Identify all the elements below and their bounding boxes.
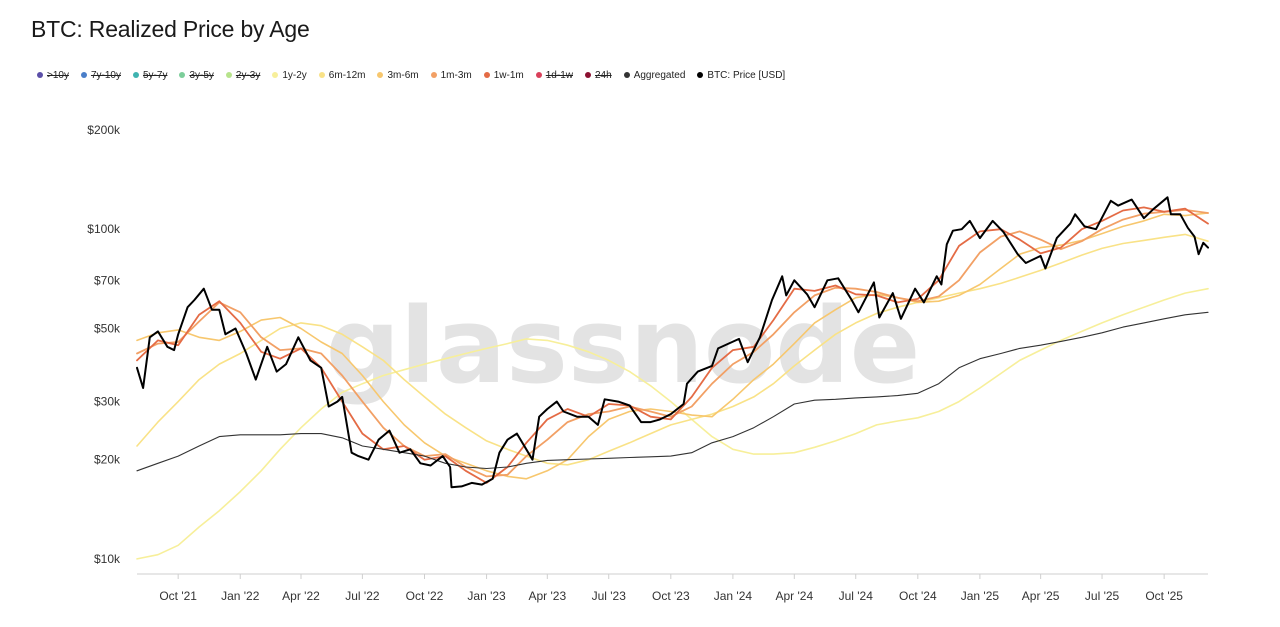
legend-label: 24h <box>595 69 612 81</box>
x-tick-label: Jul '23 <box>592 589 627 603</box>
series-line-6m-12m <box>136 233 1209 466</box>
legend-swatch <box>318 72 325 78</box>
legend-swatch <box>179 72 186 78</box>
series-line-aggregated <box>136 311 1209 472</box>
series-line-1m-3m <box>136 209 1209 478</box>
legend-swatch <box>623 72 630 78</box>
y-tick-label: $20k <box>94 453 121 467</box>
x-tick-label: Apr '22 <box>282 589 320 603</box>
legend-item-0[interactable]: >10y <box>37 70 69 81</box>
legend-item-3[interactable]: 3y-5y <box>179 69 214 81</box>
y-tick-label: $200k <box>87 123 121 137</box>
legend-item-6[interactable]: 6m-12m <box>318 69 366 81</box>
y-tick-label: $50k <box>94 321 121 335</box>
legend-swatch <box>272 72 279 78</box>
legend-swatch <box>535 72 542 78</box>
x-tick-label: Apr '24 <box>775 589 813 603</box>
legend-item-9[interactable]: 1w-1m <box>483 69 524 81</box>
x-tick-label: Oct '24 <box>899 589 937 603</box>
x-tick-label: Jan '23 <box>467 589 506 603</box>
chart-title: BTC: Realized Price by Age <box>31 16 310 42</box>
x-tick-label: Jul '22 <box>345 589 380 603</box>
series-line-1w-1m <box>136 206 1209 484</box>
legend-label: 3m-6m <box>387 69 419 81</box>
legend-label: 1w-1m <box>493 69 524 81</box>
legend-label: 1y-2y <box>282 69 307 81</box>
legend-label: 1d-1w <box>545 69 573 81</box>
legend-item-11[interactable]: 24h <box>585 70 612 81</box>
x-tick-label: Jul '24 <box>839 589 874 603</box>
legend-swatch <box>80 72 87 78</box>
legend-item-8[interactable]: 1m-3m <box>430 69 472 81</box>
legend-label: 1m-3m <box>440 69 472 81</box>
series-line-btc-price-usd <box>136 196 1209 489</box>
series-layer <box>136 196 1209 560</box>
x-tick-label: Jan '24 <box>714 589 753 603</box>
legend-item-12[interactable]: Aggregated <box>623 69 686 81</box>
legend-swatch <box>697 72 704 78</box>
x-tick-label: Jul '25 <box>1085 589 1120 603</box>
legend-swatch <box>225 72 232 78</box>
y-tick-label: $70k <box>94 273 121 287</box>
legend-swatch <box>37 72 43 78</box>
x-axis: Oct '21 Jan '22 Apr '22 Jul '22 Oct '22 Jan '… <box>137 573 1208 603</box>
legend-item-1[interactable]: 7y-10y <box>80 69 121 81</box>
x-tick-label: Jan '22 <box>221 589 260 603</box>
x-tick-label: Apr '25 <box>1022 589 1060 603</box>
x-tick-label: Jan '25 <box>961 589 1000 603</box>
y-axis: $10k $20k $30k $50k $70k $100k $200k <box>87 123 121 566</box>
x-tick-label: Oct '25 <box>1145 589 1183 603</box>
legend-label: 7y-10y <box>90 69 121 81</box>
series-line-1y-2y <box>136 287 1209 560</box>
legend-label: BTC: Price [USD] <box>707 69 786 81</box>
legend-item-7[interactable]: 3m-6m <box>377 69 419 81</box>
legend-swatch <box>585 72 591 78</box>
legend-swatch <box>430 72 437 78</box>
series-line-3m-6m <box>136 212 1209 480</box>
legend-item-13[interactable]: BTC: Price [USD] <box>697 70 785 81</box>
legend-swatch <box>377 72 384 78</box>
legend-item-5[interactable]: 1y-2y <box>272 69 307 81</box>
legend-label: 5y-7y <box>142 69 168 81</box>
legend-label: 3y-5y <box>189 69 214 81</box>
legend-label: Aggregated <box>633 69 686 81</box>
legend-label: 6m-12m <box>328 69 366 81</box>
legend-item-10[interactable]: 1d-1w <box>535 69 573 81</box>
legend-item-4[interactable]: 2y-3y <box>225 69 261 81</box>
x-tick-label: Oct '23 <box>652 589 690 603</box>
legend: >10y 7y-10y 5y-7y 3y-5y 2y-3y 1y-2y 6m-12m 3m-6… <box>37 68 797 82</box>
legend-swatch <box>132 72 139 78</box>
x-tick-label: Oct '22 <box>406 589 444 603</box>
legend-item-2[interactable]: 5y-7y <box>132 69 168 81</box>
y-tick-label: $10k <box>94 552 121 566</box>
legend-swatch <box>483 72 490 78</box>
legend-label: 2y-3y <box>235 69 261 81</box>
x-tick-label: Oct '21 <box>159 589 197 603</box>
y-tick-label: $30k <box>94 395 121 409</box>
y-tick-label: $100k <box>87 222 121 236</box>
legend-label: >10y <box>47 69 69 81</box>
x-tick-label: Apr '23 <box>528 589 566 603</box>
